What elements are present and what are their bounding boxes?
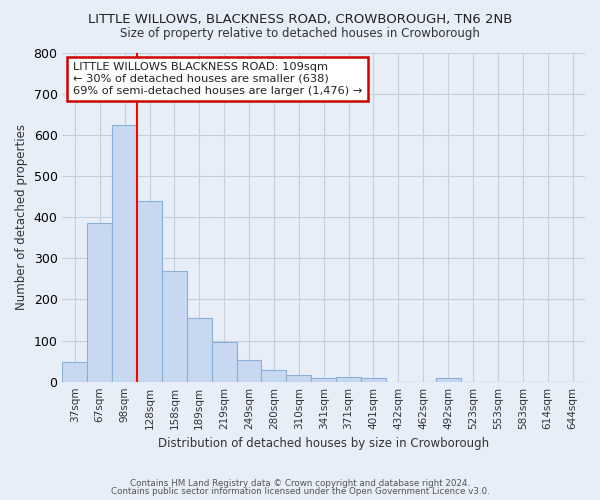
Text: LITTLE WILLOWS BLACKNESS ROAD: 109sqm
← 30% of detached houses are smaller (638): LITTLE WILLOWS BLACKNESS ROAD: 109sqm ← … bbox=[73, 62, 362, 96]
Text: Contains HM Land Registry data © Crown copyright and database right 2024.: Contains HM Land Registry data © Crown c… bbox=[130, 478, 470, 488]
Text: Contains public sector information licensed under the Open Government Licence v3: Contains public sector information licen… bbox=[110, 487, 490, 496]
Bar bbox=[286, 375, 311, 382]
Bar bbox=[361, 378, 386, 382]
Bar bbox=[187, 318, 212, 382]
Bar bbox=[162, 272, 187, 382]
Text: LITTLE WILLOWS, BLACKNESS ROAD, CROWBOROUGH, TN6 2NB: LITTLE WILLOWS, BLACKNESS ROAD, CROWBORO… bbox=[88, 12, 512, 26]
Bar bbox=[262, 370, 286, 382]
X-axis label: Distribution of detached houses by size in Crowborough: Distribution of detached houses by size … bbox=[158, 437, 489, 450]
Bar bbox=[436, 378, 461, 382]
Y-axis label: Number of detached properties: Number of detached properties bbox=[15, 124, 28, 310]
Bar bbox=[62, 362, 88, 382]
Bar bbox=[112, 124, 137, 382]
Bar bbox=[336, 377, 361, 382]
Bar bbox=[311, 378, 336, 382]
Bar bbox=[137, 200, 162, 382]
Bar bbox=[88, 224, 112, 382]
Bar bbox=[212, 342, 236, 382]
Bar bbox=[236, 360, 262, 382]
Text: Size of property relative to detached houses in Crowborough: Size of property relative to detached ho… bbox=[120, 28, 480, 40]
